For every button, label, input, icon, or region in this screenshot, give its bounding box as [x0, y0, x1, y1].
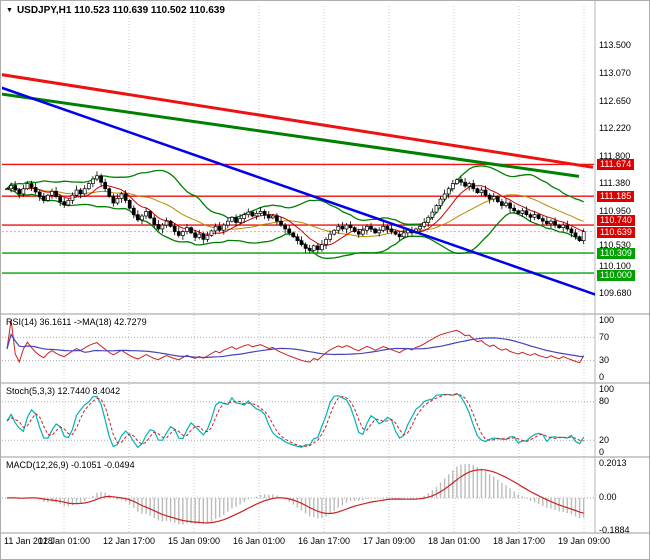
- rsi-label: RSI(14) 36.1611 ->MA(18) 42.7279: [6, 317, 147, 327]
- price-axis-tick: 111.800: [599, 151, 631, 161]
- price-axis-tick: 113.070: [599, 68, 631, 78]
- chart-title: ▼ USDJPY,H1 110.523 110.639 110.502 110.…: [6, 5, 225, 16]
- symbol-ohlc-label: USDJPY,H1 110.523 110.639 110.502 110.63…: [16, 5, 225, 16]
- macd-axis-tick: 0.2013: [599, 458, 627, 468]
- stoch-axis-tick: 80: [599, 396, 610, 406]
- stoch-axis-tick: 100: [599, 384, 615, 394]
- price-axis-tick: 111.380: [599, 178, 631, 188]
- price-axis-tick: 112.220: [599, 123, 631, 133]
- stoch-label: Stoch(5,3,3) 12.7440 8.4042: [6, 386, 121, 396]
- time-axis-label: 18 Jan 17:00: [492, 536, 546, 546]
- time-axis-label: 11 Jan 2018: [4, 536, 53, 546]
- price-tag-resistance-110740: 110.740: [597, 215, 635, 226]
- macd-label: MACD(12,26,9) -0.1051 -0.0494: [6, 460, 135, 470]
- rsi-axis-tick: 30: [599, 355, 610, 365]
- price-tag-current-price: 110.639: [597, 227, 635, 238]
- price-axis-tick: 110.100: [599, 261, 631, 271]
- time-axis-label: 12 Jan 01:00: [37, 536, 91, 546]
- price-tag-resistance-111185: 111.185: [597, 191, 635, 202]
- rsi-axis-tick: 0: [599, 372, 605, 382]
- rsi-axis-tick: 70: [599, 332, 610, 342]
- price-tag-support-110309: 110.309: [597, 248, 635, 259]
- price-tag-resistance-111674: 111.674: [597, 159, 635, 170]
- price-axis-tick: 113.500: [599, 40, 631, 50]
- time-axis-label: 19 Jan 09:00: [557, 536, 611, 546]
- macd-axis-tick: -0.1884: [599, 525, 630, 535]
- time-axis-label: 17 Jan 09:00: [362, 536, 416, 546]
- stoch-axis-tick: 0: [599, 447, 605, 457]
- rsi-axis-tick: 100: [599, 315, 615, 325]
- time-axis-label: 16 Jan 17:00: [297, 536, 351, 546]
- price-axis-tick: 112.650: [599, 96, 631, 106]
- price-tag-support-110000: 110.000: [597, 270, 635, 281]
- time-axis-label: 16 Jan 01:00: [232, 536, 286, 546]
- time-axis-label: 18 Jan 01:00: [427, 536, 481, 546]
- macd-axis-tick: 0.00: [599, 492, 617, 502]
- symbol-dropdown-icon[interactable]: ▼: [6, 6, 13, 14]
- stoch-axis-tick: 20: [599, 435, 610, 445]
- price-axis-tick: 110.950: [599, 206, 631, 216]
- time-axis-label: 12 Jan 17:00: [102, 536, 156, 546]
- price-axis-tick: 109.680: [599, 288, 632, 298]
- price-axis-tick: 110.530: [599, 240, 631, 250]
- time-axis-label: 15 Jan 09:00: [167, 536, 221, 546]
